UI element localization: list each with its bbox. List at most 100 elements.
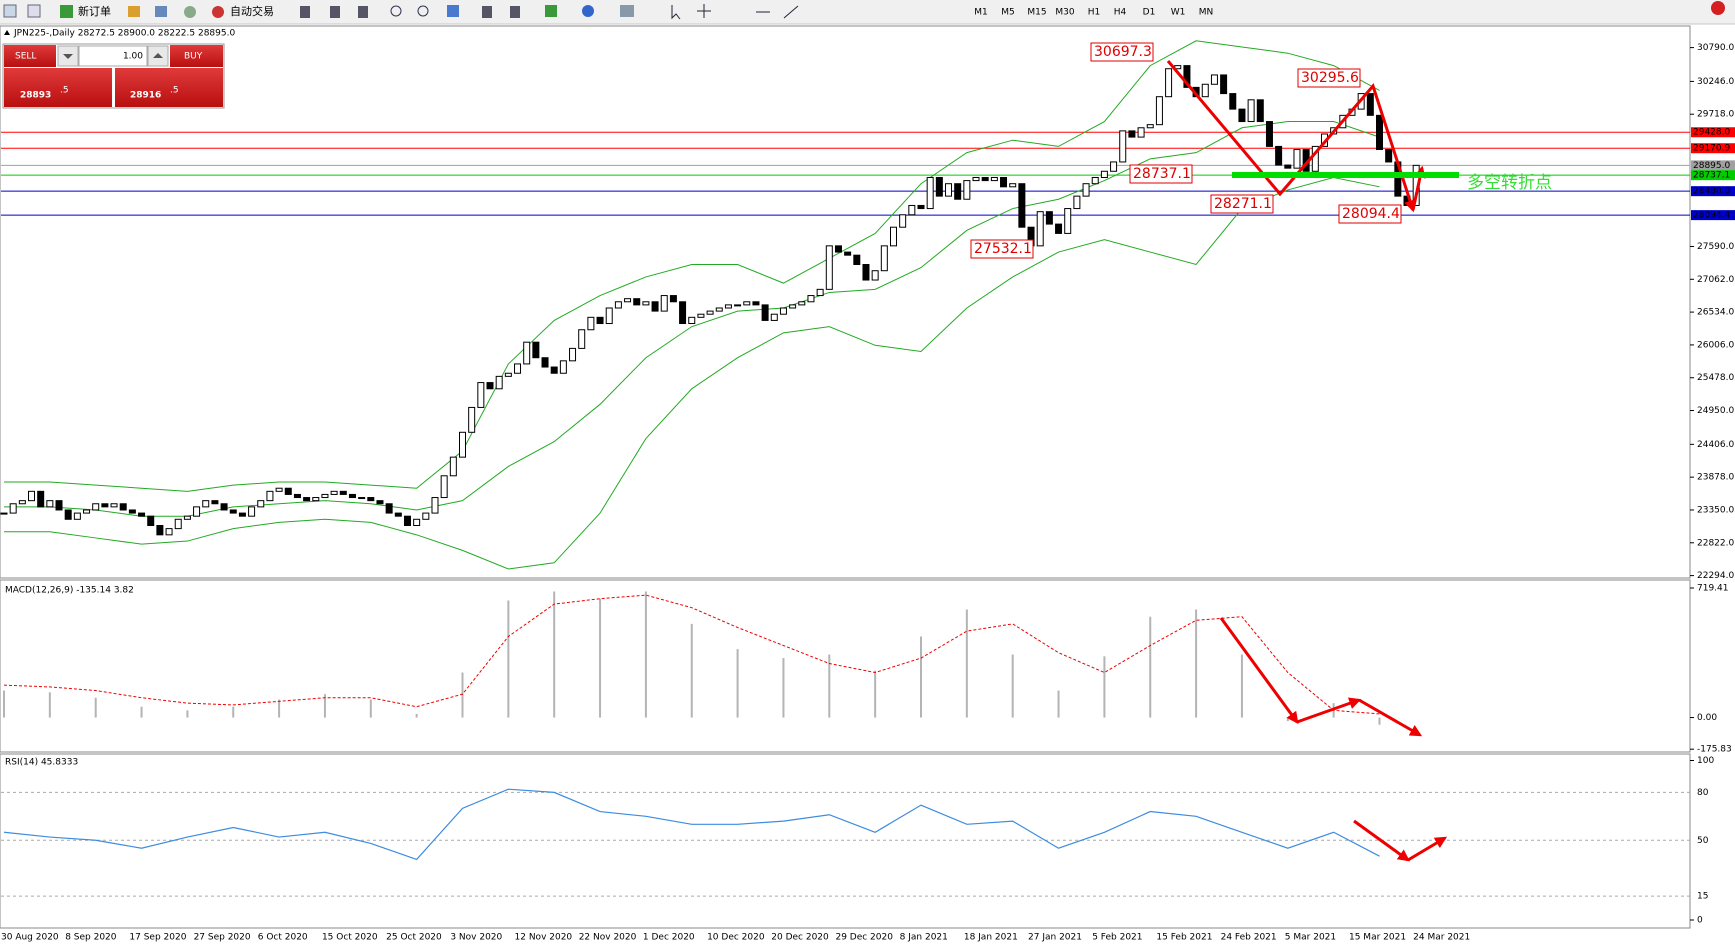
- candle: [183, 515, 191, 520]
- candle: [211, 500, 219, 505]
- annotation-box: [970, 239, 1034, 259]
- sell-button[interactable]: [4, 45, 56, 67]
- y-tick-label: 27062.0: [1697, 275, 1734, 285]
- macd-bar: [3, 690, 5, 718]
- x-tick-label: 3 Nov 2020: [450, 933, 502, 943]
- annotation-label: 28737.1: [1133, 166, 1191, 182]
- candle: [468, 406, 476, 433]
- candle: [193, 506, 201, 517]
- macd-bar: [415, 713, 418, 718]
- macd-bar: [874, 670, 877, 718]
- candle: [46, 500, 54, 508]
- rsi-title: RSI(14) 45.8333: [5, 758, 78, 768]
- y-tick-label: 719.41: [1697, 584, 1729, 594]
- candle: [1220, 74, 1228, 95]
- sell-label[interactable]: SELL: [15, 52, 36, 62]
- new-order-button[interactable]: 新订单: [78, 4, 111, 18]
- macd-bar: [920, 636, 922, 718]
- candle: [1146, 124, 1154, 129]
- timeframe-button[interactable]: M30: [1055, 8, 1074, 18]
- timeframe-button[interactable]: M5: [1001, 8, 1015, 18]
- candle: [138, 512, 146, 517]
- y-tick-label: 27590.0: [1697, 242, 1734, 252]
- macd-bar: [461, 672, 464, 718]
- timeframe-button[interactable]: MN: [1199, 8, 1214, 18]
- candle: [770, 313, 778, 321]
- x-tick-label: 15 Feb 2021: [1156, 933, 1212, 943]
- macd-bar: [94, 697, 97, 718]
- candle: [257, 500, 265, 508]
- buy-button[interactable]: [170, 45, 223, 67]
- notification-badge[interactable]: [1711, 1, 1725, 15]
- y-tick-label: 50: [1697, 836, 1709, 846]
- annotation-label: 27532.1: [974, 241, 1032, 257]
- timeframe-button[interactable]: H1: [1088, 8, 1101, 18]
- candle: [523, 341, 531, 365]
- macd-bar: [828, 654, 831, 718]
- macd-bar: [48, 692, 51, 718]
- candle: [834, 245, 842, 253]
- candle: [174, 518, 182, 530]
- candle: [101, 503, 109, 508]
- x-tick-label: 8 Sep 2020: [65, 933, 117, 943]
- buy-price-box[interactable]: [115, 68, 223, 107]
- candle: [330, 490, 338, 495]
- macd-bar: [278, 699, 281, 718]
- candle: [248, 506, 256, 517]
- buy-label[interactable]: BUY: [184, 52, 203, 62]
- annotation-box: [1129, 164, 1193, 184]
- timeframe-button[interactable]: D1: [1143, 8, 1156, 18]
- candle: [889, 226, 897, 247]
- level-label: 29428.0: [1693, 128, 1730, 138]
- candle: [128, 509, 136, 514]
- macd-bar: [1149, 616, 1152, 718]
- lot-size[interactable]: 1.00: [123, 52, 143, 62]
- macd-bar: [1195, 609, 1198, 718]
- bollinger-upper: [4, 40, 1380, 492]
- candle: [229, 509, 237, 514]
- candle: [0, 512, 8, 515]
- auto-trading-button[interactable]: 自动交易: [230, 4, 274, 18]
- macd-title: MACD(12,26,9) -135.14 3.82: [5, 586, 134, 596]
- timeframe-button[interactable]: M1: [974, 8, 988, 18]
- candle: [789, 304, 797, 309]
- y-tick-label: 30246.0: [1697, 77, 1734, 87]
- x-tick-label: 24 Mar 2021: [1413, 933, 1470, 943]
- x-tick-label: 17 Sep 2020: [129, 933, 186, 943]
- y-tick-label: 30790.0: [1697, 43, 1734, 53]
- timeframe-button[interactable]: M15: [1027, 8, 1046, 18]
- timeframe-button[interactable]: W1: [1171, 8, 1186, 18]
- candle: [1247, 99, 1255, 123]
- candle: [779, 307, 787, 315]
- candle: [1119, 130, 1127, 163]
- candle: [596, 316, 604, 325]
- x-tick-label: 12 Nov 2020: [515, 933, 573, 943]
- level-tag: [1691, 160, 1735, 171]
- level-label: 28737.1: [1693, 171, 1730, 181]
- y-tick-label: 23350.0: [1697, 505, 1734, 515]
- candle: [1376, 114, 1383, 151]
- candle: [688, 316, 696, 325]
- candle: [1256, 99, 1264, 123]
- candle: [706, 310, 714, 315]
- candle: [358, 497, 366, 500]
- timeframe-button[interactable]: H4: [1114, 8, 1127, 18]
- candle: [367, 497, 375, 502]
- candle: [541, 357, 549, 368]
- candle: [1082, 183, 1090, 197]
- toolbar: [0, 0, 1735, 24]
- annotation-box: [1297, 68, 1361, 88]
- sell-price-box[interactable]: [4, 68, 112, 107]
- candle: [119, 503, 127, 511]
- candle: [1009, 183, 1017, 188]
- macd-bar: [1378, 717, 1381, 725]
- y-tick-label: 24950.0: [1697, 406, 1734, 416]
- macd-bar: [1286, 717, 1289, 722]
- candle: [275, 487, 283, 492]
- candle: [303, 497, 311, 502]
- candle: [1110, 161, 1118, 172]
- buy-pip: .5: [170, 86, 179, 96]
- y-tick-label: 100: [1697, 756, 1714, 766]
- candle: [798, 301, 806, 306]
